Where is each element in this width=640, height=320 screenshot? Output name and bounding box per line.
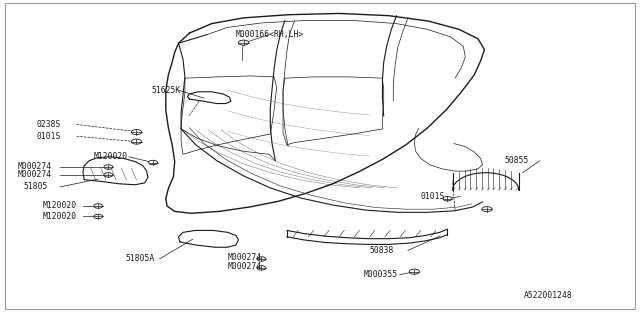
Circle shape [239, 40, 248, 45]
Circle shape [94, 204, 102, 208]
Text: 0238S: 0238S [36, 120, 61, 129]
Text: 51805: 51805 [24, 182, 48, 191]
Text: M120020: M120020 [43, 212, 77, 221]
Text: M000355: M000355 [364, 270, 397, 279]
Text: M120020: M120020 [43, 202, 77, 211]
Circle shape [257, 257, 266, 261]
Text: 50838: 50838 [370, 246, 394, 255]
Text: M000166<RH,LH>: M000166<RH,LH> [236, 30, 304, 39]
Text: M000274: M000274 [17, 171, 51, 180]
Text: 51805A: 51805A [125, 254, 155, 263]
Circle shape [104, 165, 113, 169]
Text: M120020: M120020 [94, 152, 128, 161]
Circle shape [443, 196, 452, 201]
Circle shape [148, 160, 157, 165]
Circle shape [409, 269, 419, 274]
Circle shape [482, 207, 492, 212]
Text: A522001248: A522001248 [524, 291, 573, 300]
Text: 0101S: 0101S [420, 192, 445, 201]
Circle shape [131, 130, 141, 135]
Text: 50855: 50855 [505, 156, 529, 165]
Text: M000274: M000274 [228, 253, 262, 262]
Circle shape [94, 214, 102, 219]
Text: 0101S: 0101S [36, 132, 61, 141]
Text: M000274: M000274 [228, 262, 262, 271]
Circle shape [131, 139, 141, 144]
Text: M000274: M000274 [17, 163, 51, 172]
Circle shape [257, 266, 266, 270]
Circle shape [104, 173, 113, 177]
Text: 51625K: 51625K [151, 86, 180, 95]
